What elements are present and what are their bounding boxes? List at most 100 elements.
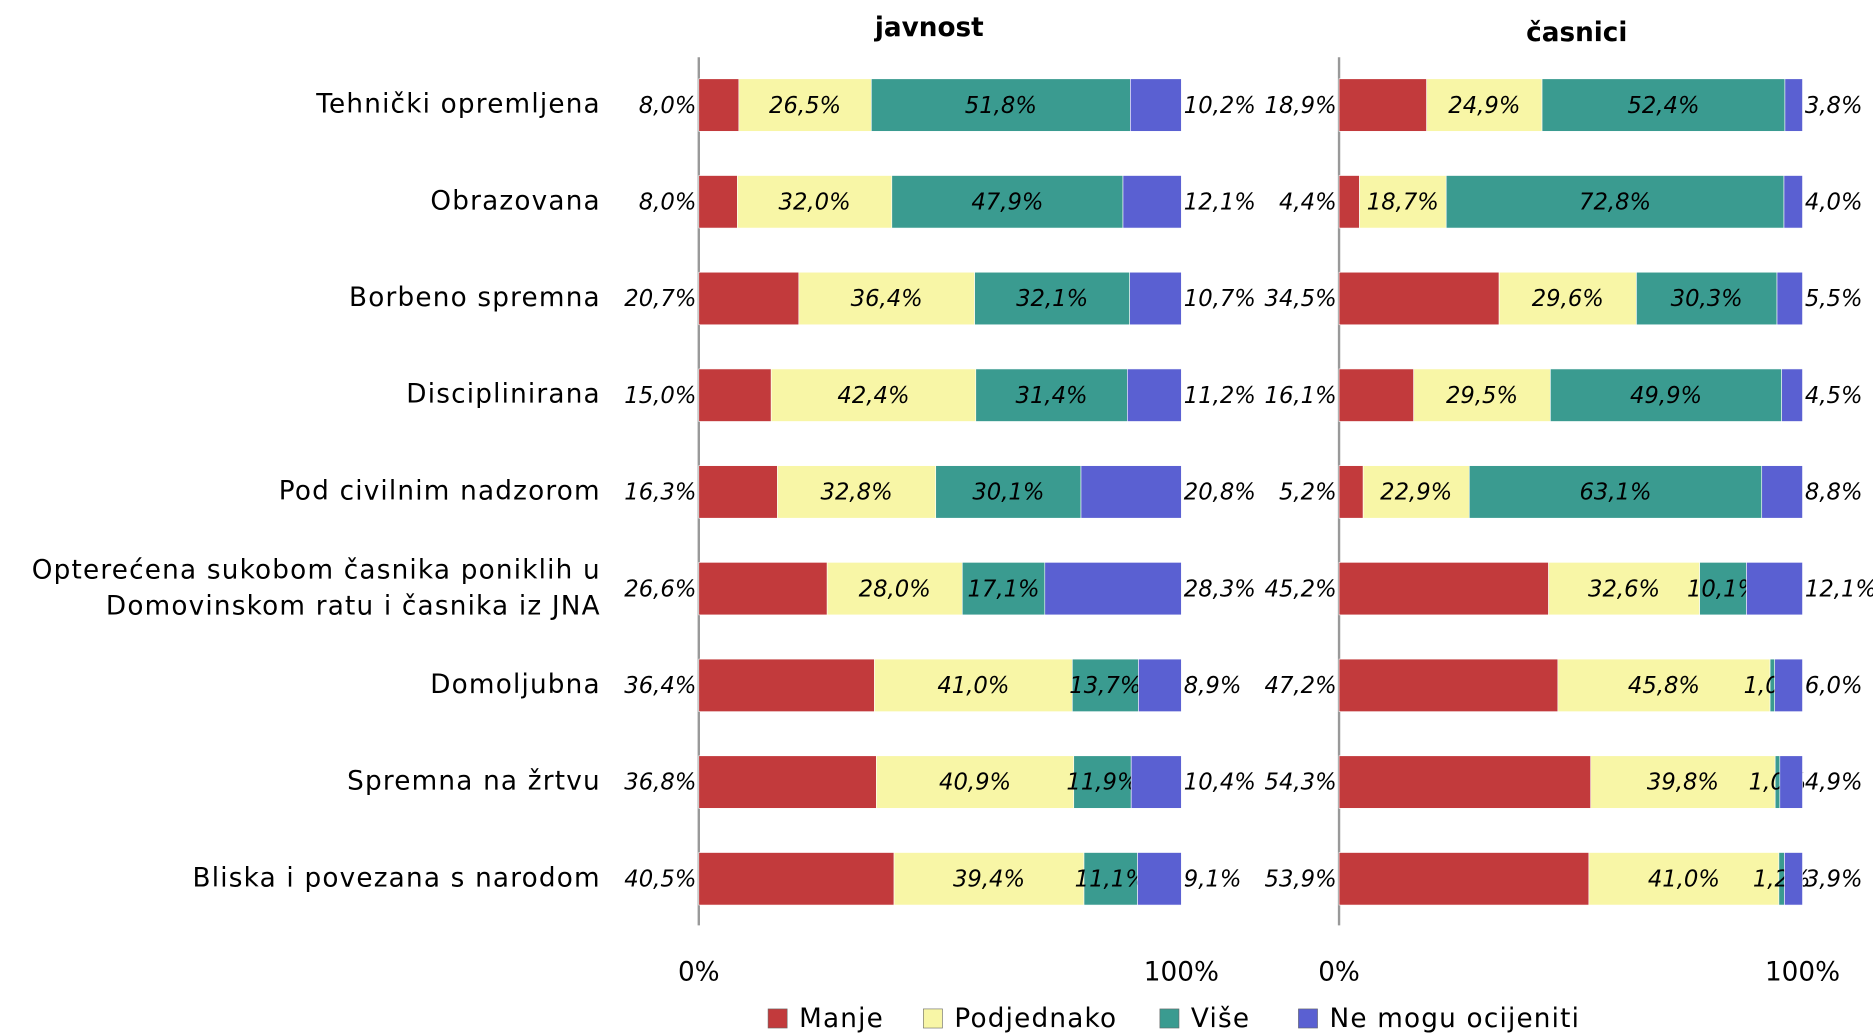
chart-title: javnost xyxy=(874,13,984,43)
value-label: 41,0% xyxy=(937,673,1009,699)
bar-segment xyxy=(1073,755,1132,809)
legend-label: Ne mogu ocijeniti xyxy=(1329,1004,1580,1034)
category-label: Borbeno spremna xyxy=(349,283,601,313)
value-label: 52,4% xyxy=(1627,93,1699,119)
bar-segment xyxy=(1044,562,1182,616)
value-label: 26,6% xyxy=(624,576,696,602)
value-label: 22,9% xyxy=(1380,480,1452,506)
value-label: 8,9% xyxy=(1184,673,1242,699)
value-label: 11,9% xyxy=(1066,770,1138,796)
bar-segment xyxy=(698,562,828,616)
value-label: 28,3% xyxy=(1184,576,1256,602)
bar-segment xyxy=(1548,562,1700,616)
bar-segment xyxy=(698,78,740,132)
value-label: 11,2% xyxy=(1184,383,1256,409)
value-label: 32,6% xyxy=(1588,576,1660,602)
category-label: Pod civilnim nadzorom xyxy=(279,476,601,506)
x-tick-label: 100% xyxy=(1144,958,1219,988)
value-label: 4,9% xyxy=(1805,770,1863,796)
bar-segment xyxy=(698,368,772,422)
bar-segment xyxy=(1445,175,1785,229)
bar-segment xyxy=(698,175,738,229)
value-label: 20,8% xyxy=(1184,480,1256,506)
value-label: 3,8% xyxy=(1805,93,1863,119)
bar-segment xyxy=(1137,852,1182,906)
value-label: 16,1% xyxy=(1265,383,1337,409)
x-tick-label: 0% xyxy=(1318,958,1360,988)
value-label: 6,0% xyxy=(1805,673,1863,699)
bar-segment xyxy=(698,271,800,326)
value-label: 49,9% xyxy=(1630,383,1702,409)
bar-segment xyxy=(1362,465,1470,519)
bar-segment xyxy=(1338,562,1549,616)
x-tick-label: 0% xyxy=(678,958,720,988)
bar-segment xyxy=(1468,465,1763,519)
bar-segment xyxy=(1699,562,1747,616)
bar-segment xyxy=(1590,755,1776,809)
bar-segment xyxy=(1138,658,1182,712)
value-label: 9,1% xyxy=(1184,866,1242,892)
value-label: 39,4% xyxy=(953,866,1025,892)
value-label: 8,0% xyxy=(639,93,697,119)
bar-segment xyxy=(935,465,1082,519)
category-label: Obrazovana xyxy=(430,186,600,216)
bar-segment xyxy=(777,465,937,519)
legend-label: Više xyxy=(1191,1004,1250,1034)
value-label: 30,3% xyxy=(1671,286,1743,312)
bar-segment xyxy=(1761,465,1803,519)
legend-swatch xyxy=(923,1008,943,1029)
value-label: 24,9% xyxy=(1448,93,1520,119)
chart-title: časnici xyxy=(1526,18,1627,48)
bar-segment xyxy=(1784,852,1803,906)
bar-segment xyxy=(737,175,893,229)
value-label: 30,1% xyxy=(972,480,1044,506)
category-label: Spremna na žrtvu xyxy=(347,767,601,797)
value-label: 4,5% xyxy=(1805,383,1863,409)
category-label: Bliska i povezana s narodom xyxy=(193,863,601,893)
value-label: 5,5% xyxy=(1805,286,1863,312)
category-label: Opterećena sukobom časnika poniklih u Dom… xyxy=(32,555,601,621)
value-label: 72,8% xyxy=(1579,189,1651,215)
bar-segment xyxy=(1338,368,1414,422)
value-label: 17,1% xyxy=(967,576,1039,602)
bar-segment xyxy=(826,562,963,616)
legend-swatch xyxy=(1298,1008,1318,1029)
value-label: 26,5% xyxy=(769,93,841,119)
bar-segment xyxy=(1784,78,1803,132)
value-label: 8,8% xyxy=(1805,480,1863,506)
bar-segment xyxy=(1072,658,1139,712)
value-label: 8,0% xyxy=(639,189,697,215)
value-label: 36,4% xyxy=(851,286,923,312)
bar-segment xyxy=(876,755,1075,809)
bar-segment xyxy=(698,658,875,712)
category-label: Disciplinirana xyxy=(406,380,601,410)
value-label: 20,7% xyxy=(624,286,696,312)
bar-segment xyxy=(1636,271,1778,326)
value-label: 10,4% xyxy=(1184,770,1256,796)
value-label: 16,3% xyxy=(624,480,696,506)
value-label: 42,4% xyxy=(837,383,909,409)
value-label: 4,4% xyxy=(1279,189,1337,215)
value-label: 10,2% xyxy=(1184,93,1256,119)
value-label: 53,9% xyxy=(1265,866,1337,892)
value-label: 12,1% xyxy=(1805,576,1873,602)
bar-segment xyxy=(1122,175,1182,229)
value-label: 45,8% xyxy=(1628,673,1700,699)
bar-segment xyxy=(698,755,877,809)
value-label: 29,5% xyxy=(1446,383,1518,409)
bar-segment xyxy=(1130,78,1182,132)
value-label: 45,2% xyxy=(1265,576,1337,602)
bar-segment xyxy=(871,78,1131,132)
bar-segment xyxy=(1338,271,1500,326)
legend-label: Podjednako xyxy=(954,1004,1117,1034)
bar-segment xyxy=(1588,852,1780,906)
bar-segment xyxy=(975,368,1128,422)
bar-segment xyxy=(1550,368,1782,422)
value-label: 32,0% xyxy=(779,189,851,215)
value-label: 54,3% xyxy=(1265,770,1337,796)
bar-segment xyxy=(1129,271,1182,326)
value-label: 39,8% xyxy=(1647,770,1719,796)
bar-segment xyxy=(1779,755,1803,809)
bar-segment xyxy=(1083,852,1138,906)
